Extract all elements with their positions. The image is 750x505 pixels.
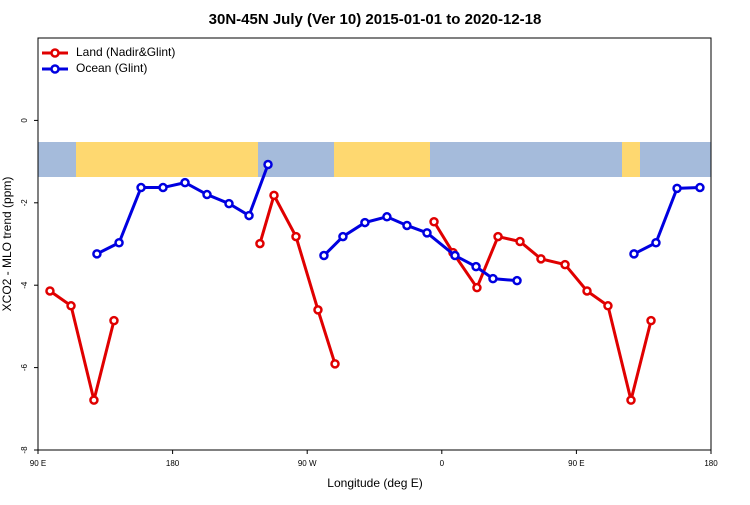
point: [695, 182, 705, 193]
point: [402, 220, 412, 231]
x-axis-label: Longitude (deg E): [327, 476, 422, 490]
point: [626, 395, 636, 405]
point: [330, 359, 340, 369]
point: [92, 249, 102, 259]
point: [646, 315, 656, 326]
map-stripe: [38, 142, 711, 177]
point: [512, 275, 522, 286]
point: [536, 254, 546, 264]
y-tick-label: -6: [20, 363, 29, 371]
y-tick-label: 0: [20, 118, 29, 123]
point: [244, 210, 254, 221]
y-tick-label: -2: [20, 199, 29, 207]
point: [109, 315, 119, 326]
point: [488, 273, 498, 284]
series-line: [49, 191, 653, 401]
point: [89, 395, 99, 405]
plot-frame: [37, 37, 712, 451]
point: [180, 177, 190, 188]
y-tick-label: -4: [20, 281, 29, 289]
point: [263, 159, 273, 170]
point: [319, 250, 329, 261]
point: [450, 250, 460, 261]
point: [629, 249, 639, 259]
point: [672, 183, 682, 194]
y-tick-label: -8: [20, 446, 29, 454]
point: [202, 189, 212, 200]
point: [313, 305, 323, 315]
x-tick-label: 180: [166, 459, 180, 468]
point: [114, 238, 124, 248]
point: [493, 231, 503, 242]
legend-marker: [50, 64, 60, 74]
x-tick-label: 180: [704, 459, 718, 468]
point: [136, 182, 146, 193]
point: [515, 236, 525, 247]
x-tick-label: 90 E: [30, 459, 46, 468]
legend-label: Land (Nadir&Glint): [76, 45, 175, 59]
point: [255, 238, 265, 249]
point: [224, 198, 234, 209]
legend-marker: [50, 48, 60, 58]
x-tick-label: 90 E: [568, 459, 584, 468]
point: [429, 217, 439, 227]
point: [338, 231, 348, 242]
point: [158, 182, 168, 193]
point: [269, 190, 279, 201]
x-tick-label: 90 W: [298, 459, 317, 468]
point: [422, 228, 432, 238]
chart-title: 30N-45N July (Ver 10) 2015-01-01 to 2020…: [209, 11, 542, 28]
point: [66, 301, 76, 311]
point: [471, 261, 481, 272]
point: [603, 301, 613, 311]
x-tick-label: 0: [440, 459, 445, 468]
point: [560, 259, 570, 270]
point: [291, 231, 301, 242]
legend-label: Ocean (Glint): [76, 61, 147, 75]
y-axis-label: XCO2 - MLO trend (ppm): [0, 177, 14, 312]
point: [45, 286, 55, 296]
point: [651, 238, 661, 248]
point: [472, 282, 482, 293]
point: [382, 212, 392, 222]
point: [582, 286, 592, 296]
point: [360, 217, 370, 228]
